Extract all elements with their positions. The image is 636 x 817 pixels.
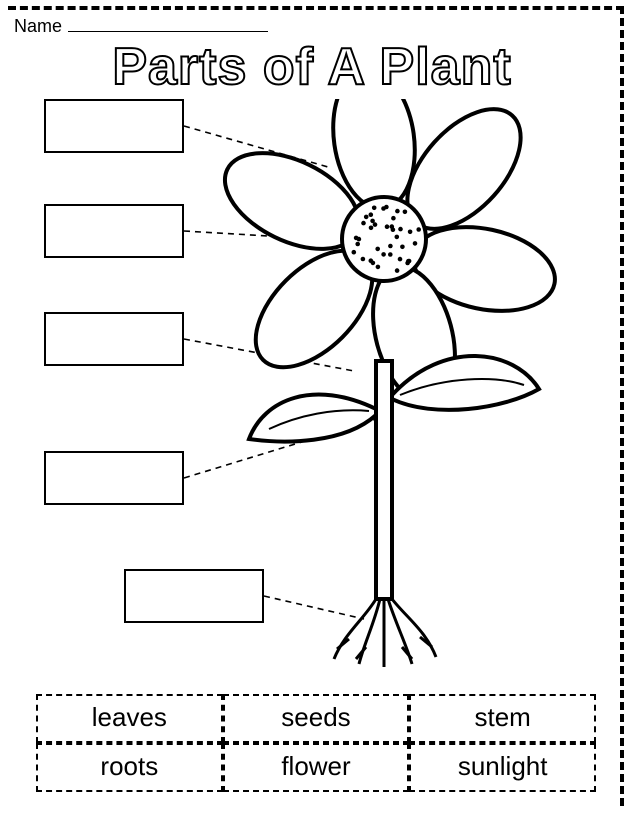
label-box-5[interactable] <box>124 569 264 623</box>
label-box-3[interactable] <box>44 312 184 366</box>
word-bank-item-seeds[interactable]: seeds <box>223 694 410 743</box>
word-bank-item-flower[interactable]: flower <box>223 743 410 792</box>
word-bank-item-roots[interactable]: roots <box>36 743 223 792</box>
word-bank-item-leaves[interactable]: leaves <box>36 694 223 743</box>
word-bank-item-sunlight[interactable]: sunlight <box>409 743 596 792</box>
name-label: Name <box>14 16 62 37</box>
label-box-4[interactable] <box>44 451 184 505</box>
word-bank-item-stem[interactable]: stem <box>409 694 596 743</box>
name-input-line[interactable] <box>68 18 268 32</box>
name-row: Name <box>14 16 610 37</box>
worksheet-title: Parts of A Plant <box>14 41 610 93</box>
label-box-1[interactable] <box>44 99 184 153</box>
plant-diagram <box>14 99 610 689</box>
word-bank: leavesseedsstem rootsflowersunlight <box>36 694 596 792</box>
label-box-2[interactable] <box>44 204 184 258</box>
plant-illustration <box>14 99 610 689</box>
worksheet-frame: Name Parts of A Plant <box>8 6 624 806</box>
